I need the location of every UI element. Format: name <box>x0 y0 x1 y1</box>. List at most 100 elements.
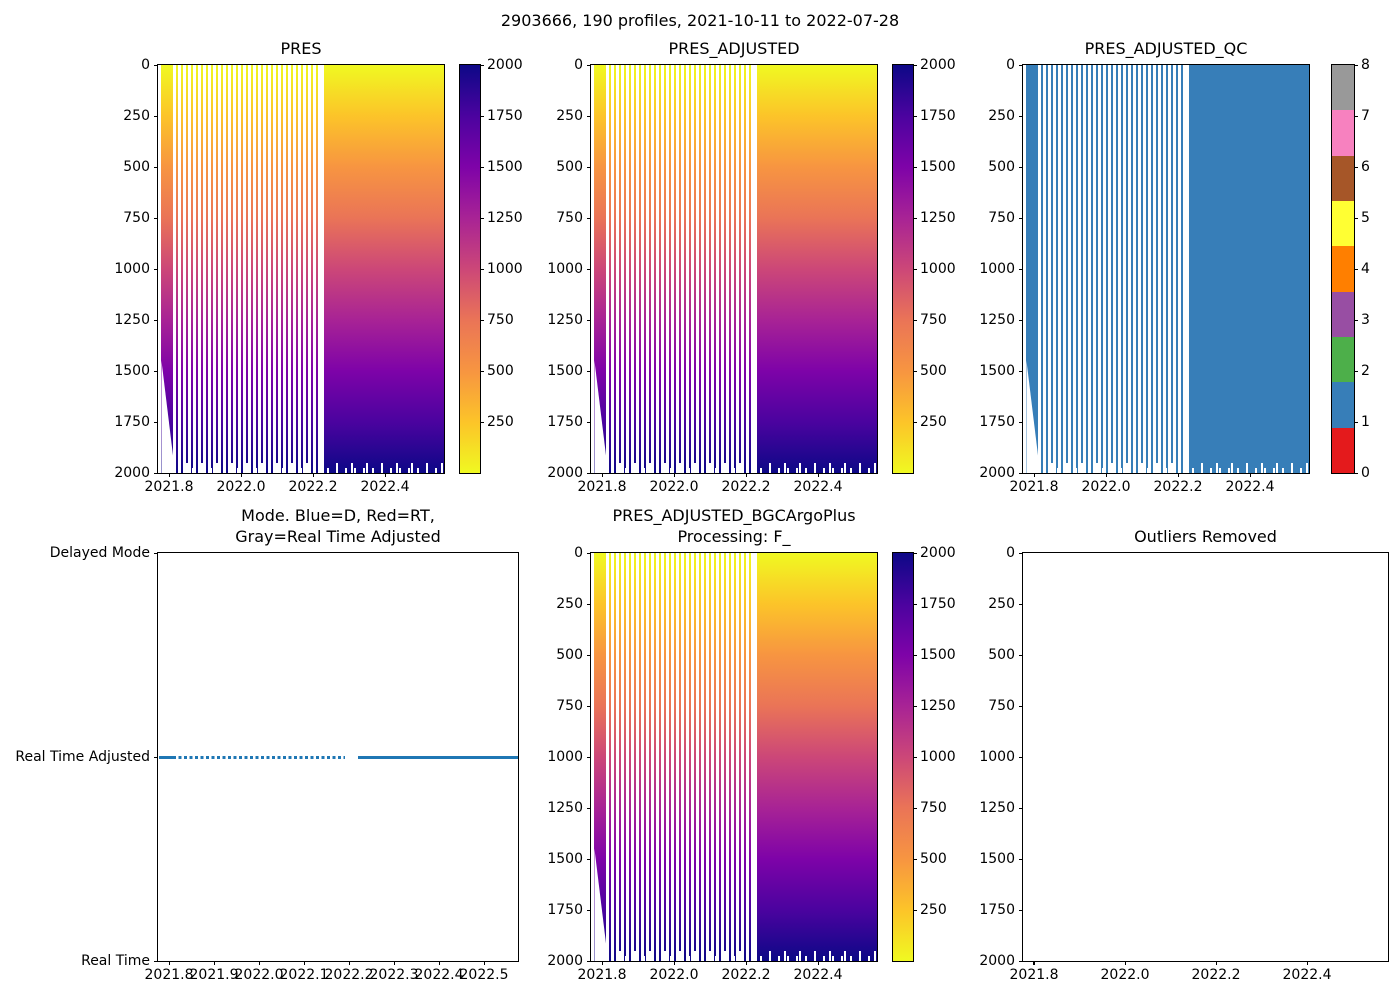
mode-line-solid-end <box>358 755 518 759</box>
y-tick-label: 250 <box>556 596 583 612</box>
x-tick-label: 2021.8 <box>144 967 194 983</box>
mesh-profile-stripes <box>1041 65 1184 473</box>
pressure-mesh <box>591 65 877 473</box>
colorbar-ticks <box>1354 65 1358 474</box>
y-tick-label: 750 <box>556 698 583 714</box>
x-tick-label: 2021.8 <box>577 479 627 495</box>
y-tick-label: 1250 <box>547 800 583 816</box>
x-tick-label: 2022.4 <box>1282 967 1332 983</box>
colorbar-tick-label: 1 <box>1361 414 1370 430</box>
qc-colorbar-segment-8 <box>1332 65 1354 111</box>
y-tick-label: 500 <box>988 159 1015 175</box>
subplot-title-line2: Processing: F_ <box>677 527 791 546</box>
x-tick-label: 2022.0 <box>649 479 699 495</box>
x-tick-label: 2021.8 <box>1009 967 1059 983</box>
mesh-profile-stripes <box>609 553 752 961</box>
x-axis-ticks <box>158 961 518 965</box>
y-tick-label: Delayed Mode <box>49 545 150 561</box>
x-tick-label: 2022.4 <box>793 967 843 983</box>
x-tick-label: 2022.0 <box>234 967 284 983</box>
y-tick-label: 1750 <box>547 414 583 430</box>
mesh-gap <box>1037 65 1041 473</box>
colorbar-pres: 2000 1750 1500 1250 1000 750 500 250 <box>459 57 523 474</box>
subplot-outliers: Outliers Removed 2021.8 2022.0 2022.2 20… <box>979 527 1389 983</box>
colorbar-tick-label: 2000 <box>920 545 956 561</box>
x-axis-ticks <box>158 473 444 477</box>
colorbar-tick-label: 500 <box>487 363 514 379</box>
mesh-gap <box>318 65 324 473</box>
mesh-jagged-bottom <box>158 468 444 473</box>
y-tick-label: 2000 <box>114 465 150 481</box>
y-tick-label: 1000 <box>114 261 150 277</box>
y-tick-label: 1750 <box>979 414 1015 430</box>
qc-colorbar-segment-1 <box>1332 382 1354 428</box>
subplot-title: Outliers Removed <box>1134 527 1277 546</box>
y-tick-label: 1000 <box>979 749 1015 765</box>
y-tick-label: 0 <box>141 57 150 73</box>
y-tick-label: 0 <box>1006 57 1015 73</box>
x-tick-label: 2022.0 <box>216 479 266 495</box>
colorbar-ticks <box>913 553 917 915</box>
pressure-mesh <box>591 553 877 961</box>
y-tick-label: 1750 <box>114 414 150 430</box>
subplot-mode: Mode. Blue=D, Red=RT, Gray=Real Time Adj… <box>15 506 519 983</box>
colorbar-qc: 8 7 6 5 4 3 2 1 0 <box>1331 57 1370 481</box>
mesh-left-gap <box>591 553 595 961</box>
colorbar-tick-label: 1750 <box>920 108 956 124</box>
mesh-gap <box>751 553 757 961</box>
colorbar-bgc: 2000 1750 1500 1250 1000 750 500 250 <box>892 545 956 962</box>
y-tick-label: 250 <box>988 596 1015 612</box>
x-tick-label: 2022.4 <box>360 479 410 495</box>
y-tick-label: 0 <box>574 545 583 561</box>
colorbar-pres-adjusted: 2000 1750 1500 1250 1000 750 500 250 <box>892 57 956 474</box>
y-tick-label: 750 <box>123 210 150 226</box>
qc-colorbar-segment-3 <box>1332 291 1354 337</box>
mesh-jagged-bottom <box>591 468 877 473</box>
y-tick-label: 1250 <box>979 800 1015 816</box>
y-axis-ticks <box>587 65 591 474</box>
mesh-jagged-bottom <box>591 956 877 961</box>
subplot-title: PRES_ADJUSTED_BGCArgoPlus Processing: F_ <box>551 505 917 547</box>
colorbar-tick-label: 5 <box>1361 210 1370 226</box>
y-tick-label: 750 <box>988 698 1015 714</box>
y-tick-label: 500 <box>123 159 150 175</box>
colorbar-tick-label: 1250 <box>920 698 956 714</box>
y-tick-label: 2000 <box>547 465 583 481</box>
subplot-title-line1: Mode. Blue=D, Red=RT, <box>241 506 435 525</box>
colorbar-tick-label: 2000 <box>920 57 956 73</box>
mesh-left-gap <box>1023 65 1027 473</box>
y-tick-label: 250 <box>123 108 150 124</box>
x-tick-label: 2022.4 <box>1225 479 1275 495</box>
colorbar-tick-label: 2000 <box>487 57 523 73</box>
colorbar-tick-label: 250 <box>487 414 514 430</box>
colorbar-ticks <box>480 65 484 427</box>
x-tick-label: 2022.1 <box>279 967 329 983</box>
x-tick-label: 2022.4 <box>793 479 843 495</box>
colorbar-tick-label: 500 <box>920 851 947 867</box>
qc-colorbar-segment-6 <box>1332 155 1354 201</box>
qc-colorbar-segment-5 <box>1332 200 1354 247</box>
mesh-gap <box>751 65 757 473</box>
x-tick-label: 2022.3 <box>369 967 419 983</box>
y-axis-ticks <box>154 553 158 962</box>
colorbar-tick-label: 1250 <box>487 210 523 226</box>
colorbar-tick-label: 1000 <box>920 261 956 277</box>
x-tick-label: 2022.0 <box>649 967 699 983</box>
colorbar-tick-label: 1000 <box>920 749 956 765</box>
y-tick-label: 1250 <box>979 312 1015 328</box>
colorbar-ticks <box>913 65 917 427</box>
subplot-title-line1: PRES_ADJUSTED_BGCArgoPlus <box>612 506 856 525</box>
colorbar-tick-label: 750 <box>920 800 947 816</box>
colorbar-tick-label: 750 <box>487 312 514 328</box>
subplot-pres: PRES 2021.8 2022.0 2022.2 2022.4 0 250 5… <box>114 39 445 495</box>
y-tick-label: 500 <box>988 647 1015 663</box>
qc-colorbar-segment-4 <box>1332 246 1354 292</box>
pressure-mesh <box>158 65 444 473</box>
colorbar-tick-label: 0 <box>1361 465 1370 481</box>
y-axis-ticks <box>1019 65 1023 474</box>
y-tick-label: 1750 <box>547 902 583 918</box>
y-tick-label: 1750 <box>979 902 1015 918</box>
x-tick-label: 2022.5 <box>459 967 509 983</box>
y-tick-label: Real Time Adjusted <box>15 749 150 765</box>
y-tick-label: 2000 <box>979 953 1015 969</box>
